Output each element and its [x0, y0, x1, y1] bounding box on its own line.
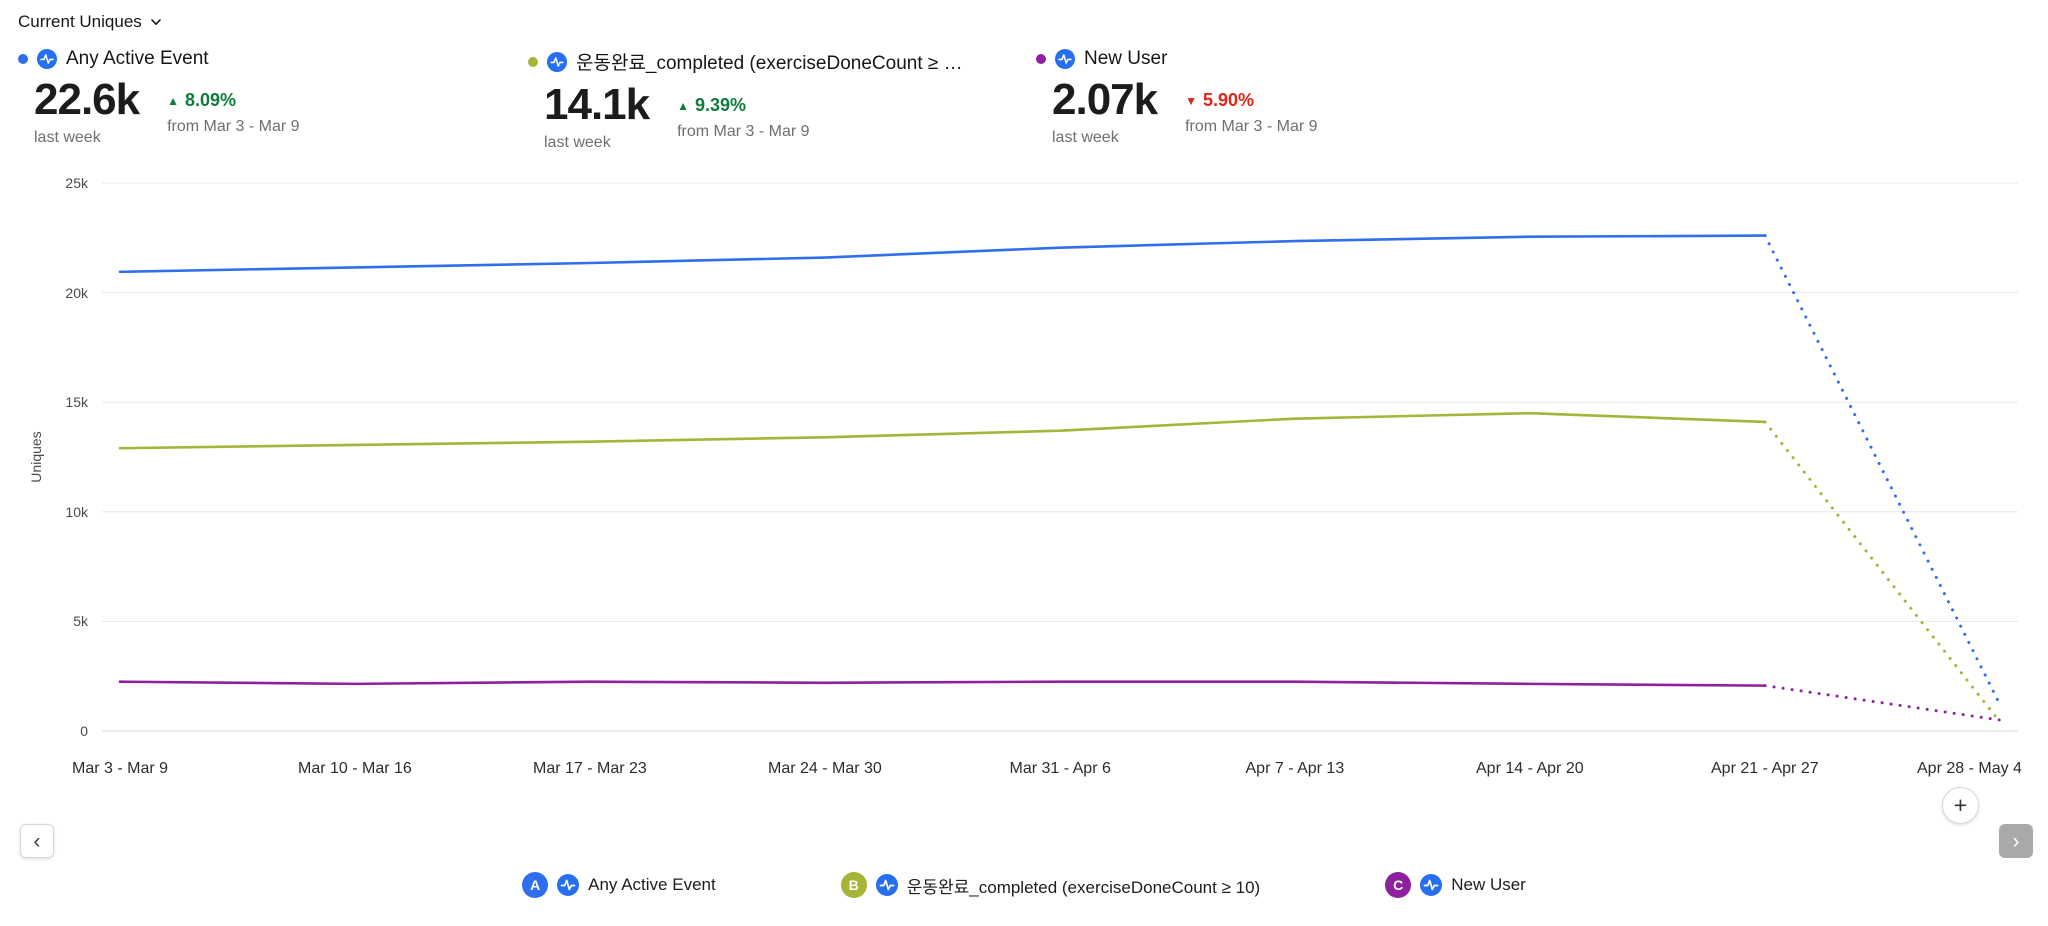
x-tick-label: Mar 10 - Mar 16 [298, 760, 412, 777]
x-tick-label: Mar 3 - Mar 9 [72, 760, 169, 777]
event-type-icon [37, 49, 57, 69]
legend-label: New User [1451, 875, 1526, 894]
scroll-left-button[interactable]: ‹ [20, 824, 54, 858]
legend-label: 운동완료_completed (exerciseDoneCount ≥ 10) [906, 877, 1261, 897]
y-tick-label: 20k [65, 284, 88, 301]
summary-value: 14.1k [544, 80, 650, 129]
delta-arrow-icon: ▼ [1185, 93, 1197, 108]
chart-legend: A Any Active Event B 운동완료_completed (exe… [0, 872, 2048, 898]
series-line [118, 411, 1767, 450]
series-color-dot [528, 56, 538, 67]
x-tick-label: Mar 24 - Mar 30 [768, 760, 882, 777]
summary-period: last week [34, 129, 101, 146]
summary-card: 운동완료_completed (exerciseDoneCount ≥ … 14… [528, 48, 963, 152]
x-tick-label: Mar 31 - Apr 6 [1009, 760, 1111, 777]
series-letter-badge: A [522, 872, 549, 898]
x-tick-label: Apr 14 - Apr 20 [1476, 760, 1584, 777]
legend-item[interactable]: B 운동완료_completed (exerciseDoneCount ≥ 10… [840, 872, 1261, 898]
summary-label: Any Active Event [66, 48, 209, 69]
y-tick-label: 15k [65, 394, 88, 411]
x-tick-label: Apr 28 - May 4 [1917, 760, 2022, 777]
summary-period: last week [1052, 129, 1119, 146]
summary-value: 2.07k [1052, 75, 1158, 124]
delta-value: 8.09% [185, 90, 237, 110]
summary-delta: ▼ 5.90% [1185, 90, 1317, 111]
y-tick-label: 0 [80, 723, 88, 739]
summary-header: Any Active Event [18, 48, 300, 70]
legend-label: Any Active Event [588, 875, 716, 894]
scroll-right-button[interactable]: › [1999, 824, 2033, 858]
series-line-provisional [1763, 234, 2002, 707]
series-letter-badge: C [1385, 872, 1412, 898]
summary-delta: ▲ 9.39% [677, 95, 809, 116]
y-tick-label: 10k [65, 503, 88, 520]
event-type-icon [1055, 49, 1075, 69]
series-line [118, 680, 1767, 687]
metric-selector[interactable]: Current Uniques [18, 12, 163, 32]
event-type-icon [1420, 874, 1443, 896]
legend-item[interactable]: C New User [1385, 872, 1526, 898]
chevron-down-icon [150, 19, 161, 25]
summary-delta-note: from Mar 3 - Mar 9 [677, 123, 810, 140]
x-tick-label: Apr 21 - Apr 27 [1711, 760, 1819, 777]
delta-arrow-icon: ▲ [167, 93, 179, 108]
summary-header: 운동완료_completed (exerciseDoneCount ≥ … [528, 48, 963, 75]
summary-label: 운동완료_completed (exerciseDoneCount ≥ … [576, 53, 963, 74]
y-tick-label: 5k [73, 613, 88, 630]
summary-period: last week [544, 134, 611, 151]
metric-selector-label: Current Uniques [18, 12, 142, 31]
series-line-provisional [1763, 420, 2002, 724]
delta-value: 5.90% [1203, 90, 1255, 110]
series-line-provisional [1763, 684, 2002, 722]
summary-card: Any Active Event 22.6k last week ▲ 8.09%… [18, 48, 300, 147]
x-tick-label: Apr 7 - Apr 13 [1245, 760, 1345, 777]
y-tick-label: 25k [65, 175, 88, 191]
summary-value: 22.6k [34, 75, 140, 124]
summary-header: New User [1036, 48, 1318, 70]
summary-label: New User [1084, 48, 1168, 69]
y-axis-title: Uniques [28, 431, 44, 483]
series-color-dot [1036, 54, 1046, 64]
summary-delta: ▲ 8.09% [167, 90, 299, 111]
x-tick-label: Mar 17 - Mar 23 [533, 760, 647, 777]
delta-arrow-icon: ▲ [677, 98, 689, 113]
event-type-icon [875, 874, 898, 896]
event-type-icon [557, 874, 580, 896]
zoom-in-button[interactable]: + [1942, 787, 1979, 824]
summary-delta-note: from Mar 3 - Mar 9 [1185, 118, 1318, 135]
delta-value: 9.39% [695, 95, 747, 115]
series-line [118, 234, 1767, 274]
summary-delta-note: from Mar 3 - Mar 9 [167, 118, 300, 135]
event-type-icon [547, 51, 567, 72]
series-color-dot [18, 54, 28, 64]
legend-item[interactable]: A Any Active Event [522, 872, 716, 898]
series-letter-badge: B [840, 872, 867, 898]
summary-card: New User 2.07k last week ▼ 5.90% from Ma… [1036, 48, 1318, 147]
